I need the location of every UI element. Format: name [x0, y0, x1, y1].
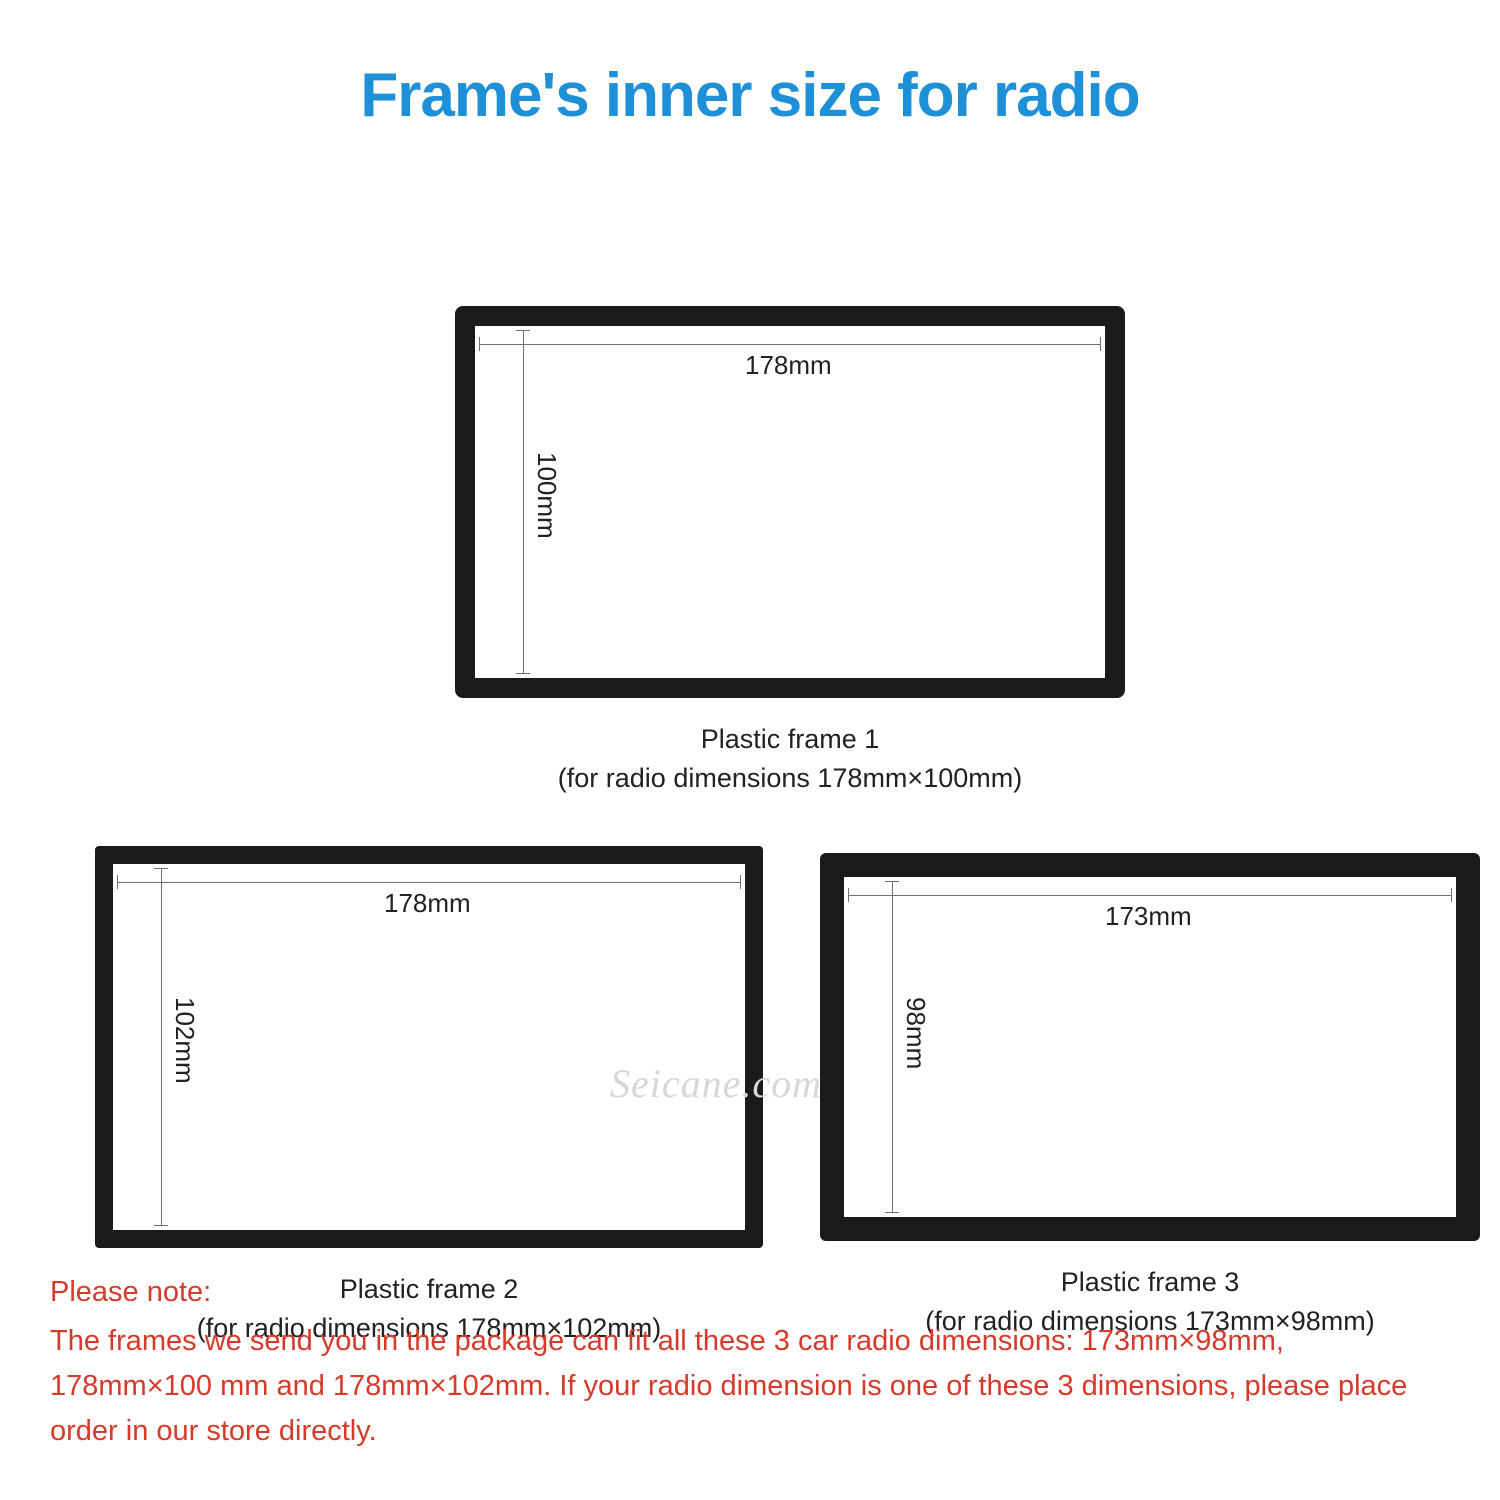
frame-caption-title: Plastic frame 1 [558, 720, 1022, 759]
width-guide-tick [117, 875, 118, 889]
frame-outer-3: 173mm 98mm [820, 853, 1480, 1241]
height-guide-tick [154, 868, 168, 869]
width-label: 178mm [384, 888, 471, 919]
height-guide-tick [885, 881, 899, 882]
height-label: 102mm [169, 997, 200, 1084]
height-label: 100mm [531, 452, 562, 539]
note-body: The frames we send you in the package ca… [50, 1325, 1407, 1447]
width-guide-tick [1100, 337, 1101, 351]
height-guide-tick [516, 330, 530, 331]
frame-inner-3: 173mm 98mm [844, 877, 1456, 1217]
width-guide-line [117, 882, 741, 883]
page-title: Frame's inner size for radio [40, 60, 1460, 131]
width-guide-line [848, 895, 1452, 896]
width-guide-tick [1451, 888, 1452, 902]
height-guide-line [523, 330, 524, 674]
height-guide-tick [885, 1212, 899, 1213]
height-guide-line [161, 868, 162, 1226]
frame-block-1: 178mm 100mm Plastic frame 1(for radio dime… [455, 306, 1125, 798]
height-label: 98mm [900, 997, 931, 1069]
width-guide-tick [740, 875, 741, 889]
note-heading: Please note: [50, 1270, 1450, 1315]
width-guide-tick [848, 888, 849, 902]
width-label: 173mm [1105, 901, 1192, 932]
frame-outer-2: 178mm 102mm [95, 846, 763, 1248]
frame-caption-1: Plastic frame 1(for radio dimensions 178… [558, 720, 1022, 798]
width-guide-line [479, 344, 1101, 345]
frame-block-3: 173mm98mmPlastic frame 3(for radio dimen… [820, 853, 1480, 1341]
height-guide-line [892, 881, 893, 1213]
frame-inner-1: 178mm 100mm [475, 326, 1105, 678]
frame-inner-2: 178mm 102mm [113, 864, 745, 1230]
frame-caption-sub: (for radio dimensions 178mm×100mm) [558, 759, 1022, 798]
height-guide-tick [154, 1225, 168, 1226]
width-label: 178mm [745, 350, 832, 381]
height-guide-tick [516, 673, 530, 674]
note-block: Please note: The frames we send you in t… [50, 1270, 1450, 1454]
width-guide-tick [479, 337, 480, 351]
frame-outer-1: 178mm 100mm [455, 306, 1125, 698]
